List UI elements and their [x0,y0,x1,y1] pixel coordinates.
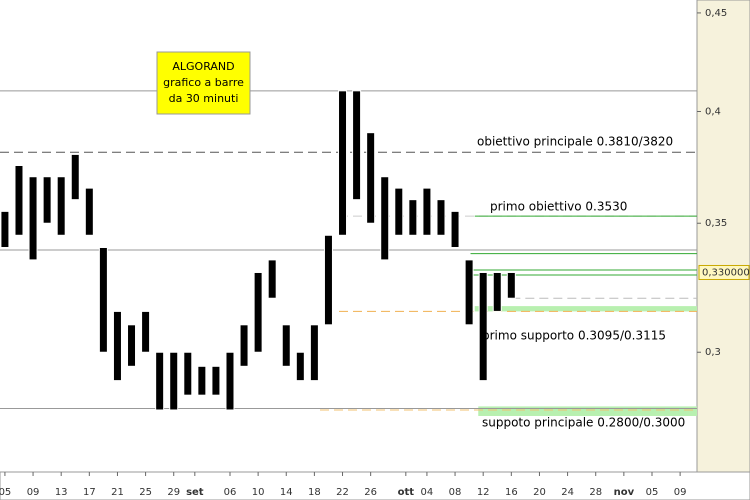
price-bar [42,176,52,224]
x-tick-label: 29 [167,487,180,498]
last-price-label: 0,330000 [702,267,750,278]
x-tick-label: 28 [589,487,602,498]
x-tick-label: 09 [27,487,40,498]
price-bar [394,187,404,236]
price-bar [450,210,460,248]
price-bar [0,210,10,248]
x-tick-label: 16 [505,487,518,498]
price-bar [506,271,516,299]
price-bar [14,164,24,236]
annotation: primo supporto 0.3095/0.3115 [482,329,666,343]
title-line: da 30 minuti [169,92,239,105]
x-tick-label: 06 [224,487,237,498]
price-bar [295,351,305,382]
x-tick-label: 21 [111,487,124,498]
price-bar [352,90,362,201]
x-tick-label: 13 [55,487,68,498]
y-tick-label: 0,4 [705,106,721,117]
price-bar [239,324,249,367]
title-line: ALGORAND [172,60,234,73]
title-line: grafico a barre [163,76,244,89]
price-bar [183,351,193,396]
price-bar [309,324,319,382]
x-tick-label: nov [614,487,635,498]
price-bar [464,259,474,326]
x-tick-label: 05 [646,487,659,498]
price-bar [422,187,432,236]
x-tick-label: 17 [83,487,96,498]
x-tick-label: 09 [674,487,687,498]
x-tick-label: 25 [139,487,152,498]
price-bar [281,324,291,367]
price-bar [323,234,333,326]
price-bar [211,365,221,396]
price-bar [155,351,165,411]
price-bar [478,271,488,382]
x-tick-label: 04 [421,487,434,498]
price-bar [197,365,207,396]
plot-area [0,0,697,472]
x-tick-label: 05 [0,487,11,498]
price-bar [225,351,235,411]
price-bar [253,271,263,353]
y-axis-panel [696,0,750,473]
price-bar [267,259,277,299]
support-band [478,406,697,416]
annotation: obiettivo principale 0.3810/3820 [477,135,673,149]
price-bar [492,271,502,312]
price-bar [127,324,137,367]
price-bar [98,246,108,353]
y-tick-label: 0,35 [705,218,727,229]
price-bar [70,153,80,201]
last-price-box [698,264,750,280]
price-bar [28,176,38,261]
x-tick-label: ott [398,487,415,498]
x-tick-label: set [186,487,204,498]
x-tick-label: 26 [364,487,377,498]
x-axis-panel [0,471,750,500]
price-bar [141,310,151,353]
annotation: suppoto principale 0.2800/0.3000 [482,416,685,430]
x-tick-label: 18 [308,487,321,498]
price-bar [366,132,376,224]
title-box [156,51,251,115]
x-tick-label: 24 [561,487,574,498]
price-bar [84,187,94,236]
y-tick-label: 0,45 [705,8,727,19]
annotation: primo obiettivo 0.3530 [490,200,627,214]
x-tick-label: 10 [252,487,265,498]
price-bar [436,199,446,236]
x-tick-label: 12 [477,487,490,498]
x-tick-label: 22 [336,487,349,498]
x-tick-label: 14 [280,487,293,498]
price-bar [380,176,390,261]
support-band [474,306,697,312]
price-bar [56,176,66,236]
y-tick-label: 0,3 [705,347,721,358]
x-tick-label: 20 [533,487,546,498]
price-bar [112,310,122,382]
price-bar [408,199,418,236]
x-tick-label: 08 [449,487,462,498]
price-bar [338,90,348,236]
price-bar [169,351,179,411]
